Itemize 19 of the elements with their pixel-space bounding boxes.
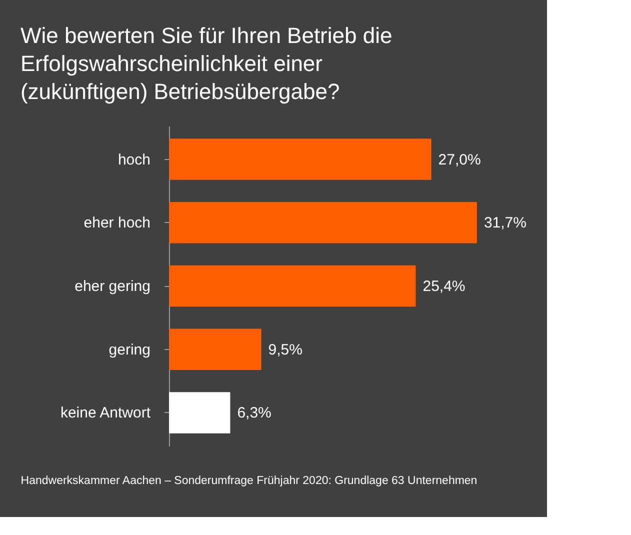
data-label: 27,0%: [438, 151, 481, 168]
text: Handwerkskammer Aachen – Sonderumfrage Frühjahr 2020: Grundlage 63 Unternehmen: [20, 475, 478, 487]
data-label: 25,4%: [422, 278, 466, 295]
data-label: 31,7%: [484, 214, 526, 232]
bar: [169, 202, 477, 244]
y-tick-label: keine Antwort: [60, 404, 152, 422]
text: Erfolgswahrscheinlichkeit einer: [20, 51, 322, 76]
y-tick-label: hoch: [118, 151, 150, 168]
bar: [169, 265, 416, 307]
bar: [169, 138, 432, 180]
bar: [169, 392, 230, 434]
text: (zukünftigen) Betriebsübergabe?: [20, 79, 340, 104]
text: Wie bewerten Sie für Ihren Betrieb die: [20, 23, 392, 48]
bar: [169, 328, 262, 370]
y-tick-label: eher hoch: [84, 214, 150, 232]
data-label: 6,3%: [237, 404, 272, 422]
y-tick-label: eher gering: [74, 278, 150, 295]
data-label: 9,5%: [268, 341, 302, 358]
y-tick-label: gering: [108, 341, 150, 358]
